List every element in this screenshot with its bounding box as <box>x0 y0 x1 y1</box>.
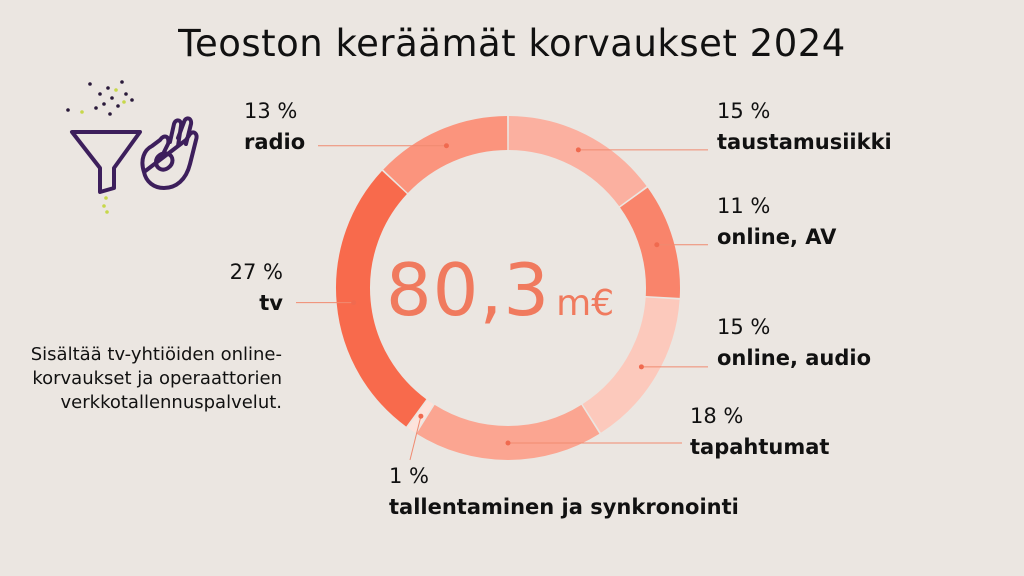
donut-slice-radio <box>383 116 508 194</box>
confetti-dots-icon <box>66 80 134 116</box>
slice-percent: 13 % <box>244 99 298 123</box>
label-tv: 27 % tv <box>180 262 283 314</box>
leader-dot <box>443 143 449 149</box>
slice-name: tapahtumat <box>690 435 830 459</box>
slice-percent: 15 % <box>717 99 771 123</box>
leader-dot <box>351 300 357 306</box>
slice-name: radio <box>244 130 306 154</box>
donut-slice-tapahtumat <box>416 404 600 460</box>
leader-dot <box>638 364 644 370</box>
funnel-ok-hand-logo <box>66 80 199 214</box>
label-tallentaminen: 1 % tallentaminen ja synkronointi <box>389 466 739 518</box>
slice-name: tv <box>259 291 283 315</box>
label-online-av: 11 % online, AV <box>717 196 836 248</box>
leader-dot <box>418 413 424 419</box>
leader-dot <box>654 242 660 248</box>
total-amount: 80,3 <box>385 248 551 332</box>
slice-percent: 1 % <box>389 464 429 488</box>
slice-percent: 18 % <box>690 404 744 428</box>
label-taustamusiikki: 15 % taustamusiikki <box>717 101 892 153</box>
slice-name: taustamusiikki <box>717 130 892 154</box>
donut-slice-taustamusiikki <box>508 116 647 207</box>
slice-percent: 27 % <box>229 260 283 284</box>
slice-name: online, audio <box>717 346 872 370</box>
tv-footnote: Sisältää tv-yhtiöiden online-korvaukset … <box>30 344 282 413</box>
slice-percent: 15 % <box>717 315 771 339</box>
ok-hand-icon <box>140 116 199 190</box>
label-tapahtumat: 18 % tapahtumat <box>690 406 829 458</box>
slice-name: tallentaminen ja synkronointi <box>389 495 739 519</box>
total-unit: m€ <box>556 283 615 324</box>
leader-dot <box>575 147 581 153</box>
label-online-audio: 15 % online, audio <box>717 317 871 369</box>
label-radio: 13 % radio <box>244 101 305 153</box>
donut-slice-online-av <box>619 187 680 298</box>
slice-percent: 11 % <box>717 194 771 218</box>
slice-name: online, AV <box>717 225 837 249</box>
leader-dot <box>505 440 511 446</box>
leader-line <box>409 416 422 461</box>
chart-title: Teoston keräämät korvaukset 2024 <box>178 22 846 65</box>
total-value: 80,3 m€ <box>370 248 630 332</box>
